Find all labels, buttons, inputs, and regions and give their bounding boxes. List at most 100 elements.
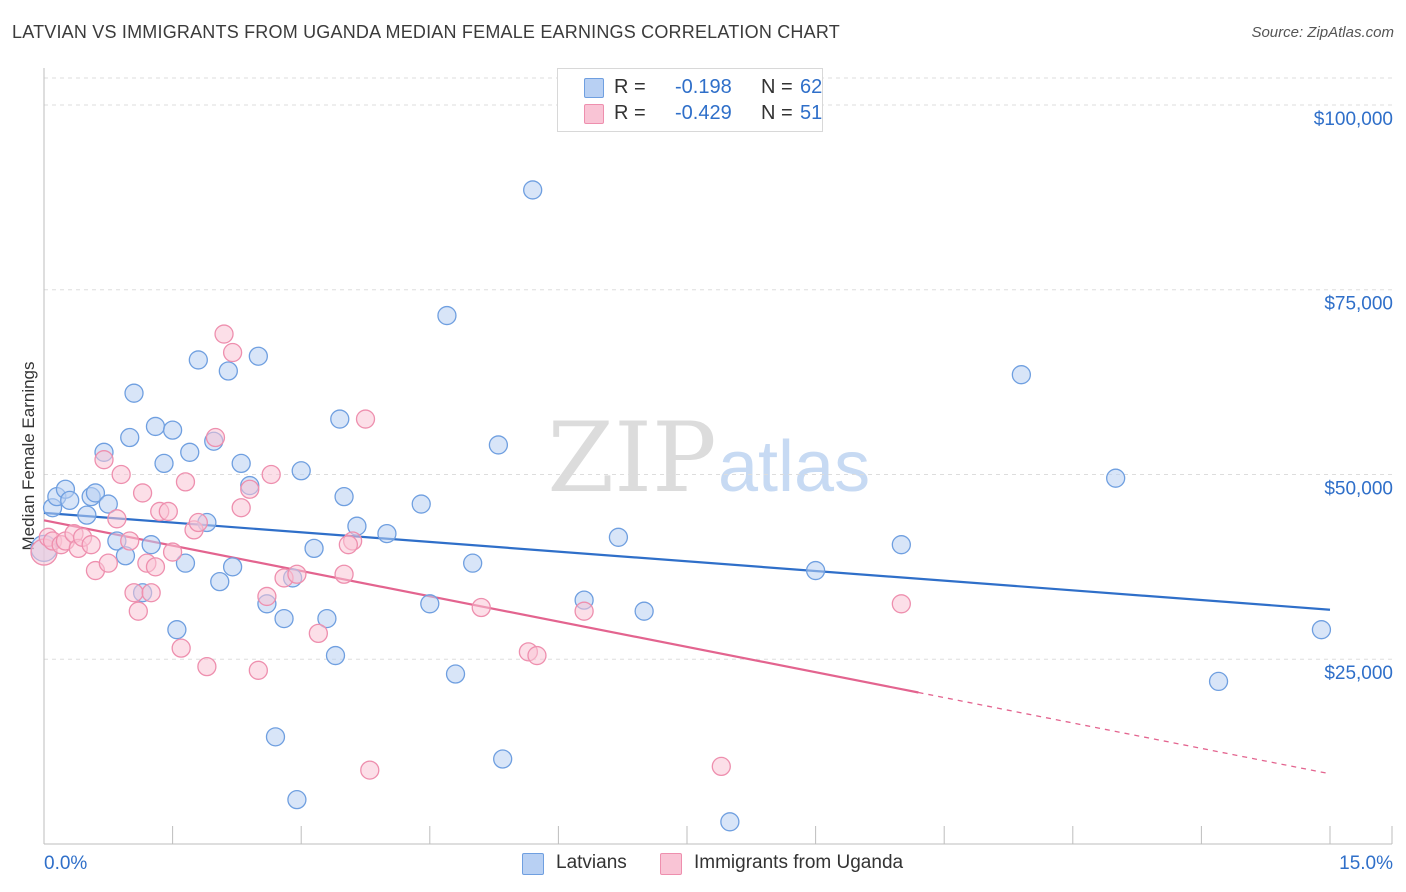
legend-swatch-uganda (660, 853, 682, 875)
x-tick-labels: 0.0% 15.0% (44, 853, 1393, 874)
y-tick-label: $100,000 (1314, 109, 1393, 130)
y-axis-label: Median Female Earnings (19, 362, 38, 551)
legend-r-label: R = (614, 76, 646, 98)
latvians-point (248, 346, 268, 366)
uganda-point (175, 472, 196, 492)
uganda-point (141, 583, 161, 603)
uganda-point (711, 756, 731, 777)
latvians-point (377, 523, 397, 544)
latvians-point (145, 416, 166, 437)
latvians-point (162, 420, 183, 440)
chart-title: LATVIAN VS IMMIGRANTS FROM UGANDA MEDIAN… (12, 22, 840, 42)
watermark: ZIP atlas (547, 402, 870, 514)
latvians-point (330, 409, 350, 429)
uganda-point (111, 464, 131, 485)
legend-n-value: 62 (800, 76, 823, 98)
latvians-point (334, 486, 354, 507)
latvians-point (891, 535, 911, 555)
source-credit: Source: ZipAtlas.com (1251, 24, 1394, 41)
latvians-point (175, 553, 196, 573)
latvians-point (188, 350, 208, 370)
uganda-point (81, 535, 101, 555)
legend-n-label: N = (761, 76, 793, 98)
legend-r-label: R = (614, 102, 646, 124)
y-tick-labels: $25,000 $50,000 $75,000 $100,000 (1314, 109, 1393, 684)
uganda-point (355, 409, 376, 429)
x-tick-label: 0.0% (44, 853, 87, 874)
trend-lines (43, 511, 1331, 775)
latvians-point (463, 553, 483, 573)
uganda-point (162, 542, 183, 562)
legend-swatch-latvians (522, 853, 544, 875)
latvians-point (634, 601, 654, 621)
latvians-point (154, 453, 174, 474)
latvians-point (1311, 620, 1332, 640)
latvians-point (265, 727, 286, 747)
uganda-point (308, 623, 328, 644)
uganda-point (338, 535, 359, 555)
latvians-point (210, 571, 230, 592)
latvians-point (120, 427, 140, 448)
latvians-point (274, 608, 294, 629)
latvians-point (218, 361, 238, 381)
uganda-point (334, 564, 354, 584)
correlation-legend: R = -0.198 N = 62 R = -0.429 N = 51 (557, 68, 823, 132)
legend-n-value: 51 (800, 102, 823, 124)
latvians-point (304, 538, 324, 559)
y-tick-label: $75,000 (1324, 294, 1393, 315)
watermark-atlas: atlas (718, 427, 870, 507)
latvians-point (180, 442, 200, 462)
latvians-point (488, 435, 509, 455)
latvians-point (291, 461, 311, 481)
legend-swatch-uganda (584, 104, 604, 124)
uganda-point (240, 479, 260, 499)
uganda-point (527, 645, 547, 666)
grid-lines (44, 77, 1392, 660)
uganda-point (128, 601, 148, 621)
uganda-point (132, 483, 153, 503)
uganda-point (158, 501, 178, 522)
latvians-point (231, 453, 251, 474)
latvians-point (1106, 468, 1126, 488)
latvians-point (411, 494, 431, 514)
axes (43, 68, 1393, 845)
uganda-point (287, 564, 307, 584)
latvians-point (1011, 365, 1032, 385)
latvians-point (720, 812, 740, 832)
latvians-point (167, 620, 187, 640)
uganda-point (188, 512, 208, 533)
uganda-point (107, 509, 127, 529)
latvians-point (77, 505, 97, 525)
legend-r-value: -0.198 (675, 76, 732, 98)
latvians-point (437, 305, 457, 326)
uganda-trend-extension (918, 691, 1331, 775)
latvians-point (317, 608, 337, 629)
series-legend: Latvians Immigrants from Uganda (0, 852, 1406, 878)
x-tick-label: 15.0% (1339, 853, 1393, 874)
uganda-point (574, 601, 594, 621)
uganda-point (360, 760, 380, 780)
latvians-point (608, 527, 629, 547)
latvians-point (141, 535, 161, 555)
legend-label-latvians: Latvians (556, 852, 627, 873)
latvians-trend-line (43, 511, 1331, 611)
latvians-point (445, 664, 466, 684)
latvians-point (60, 490, 80, 510)
latvians-point (98, 494, 118, 514)
uganda-point (261, 464, 281, 485)
y-tick-label: $25,000 (1324, 663, 1393, 684)
uganda-point (248, 660, 268, 680)
uganda-point (222, 342, 243, 363)
latvians-point (420, 594, 440, 614)
uganda-point (231, 498, 251, 518)
legend-swatch-latvians (584, 78, 604, 98)
uganda-point (120, 531, 140, 551)
uganda-point (197, 656, 217, 677)
uganda-point (257, 586, 277, 607)
uganda-point (891, 594, 911, 614)
uganda-point (214, 324, 234, 344)
uganda-point (471, 597, 491, 618)
latvians-point (523, 180, 543, 200)
latvians-point (85, 483, 106, 503)
